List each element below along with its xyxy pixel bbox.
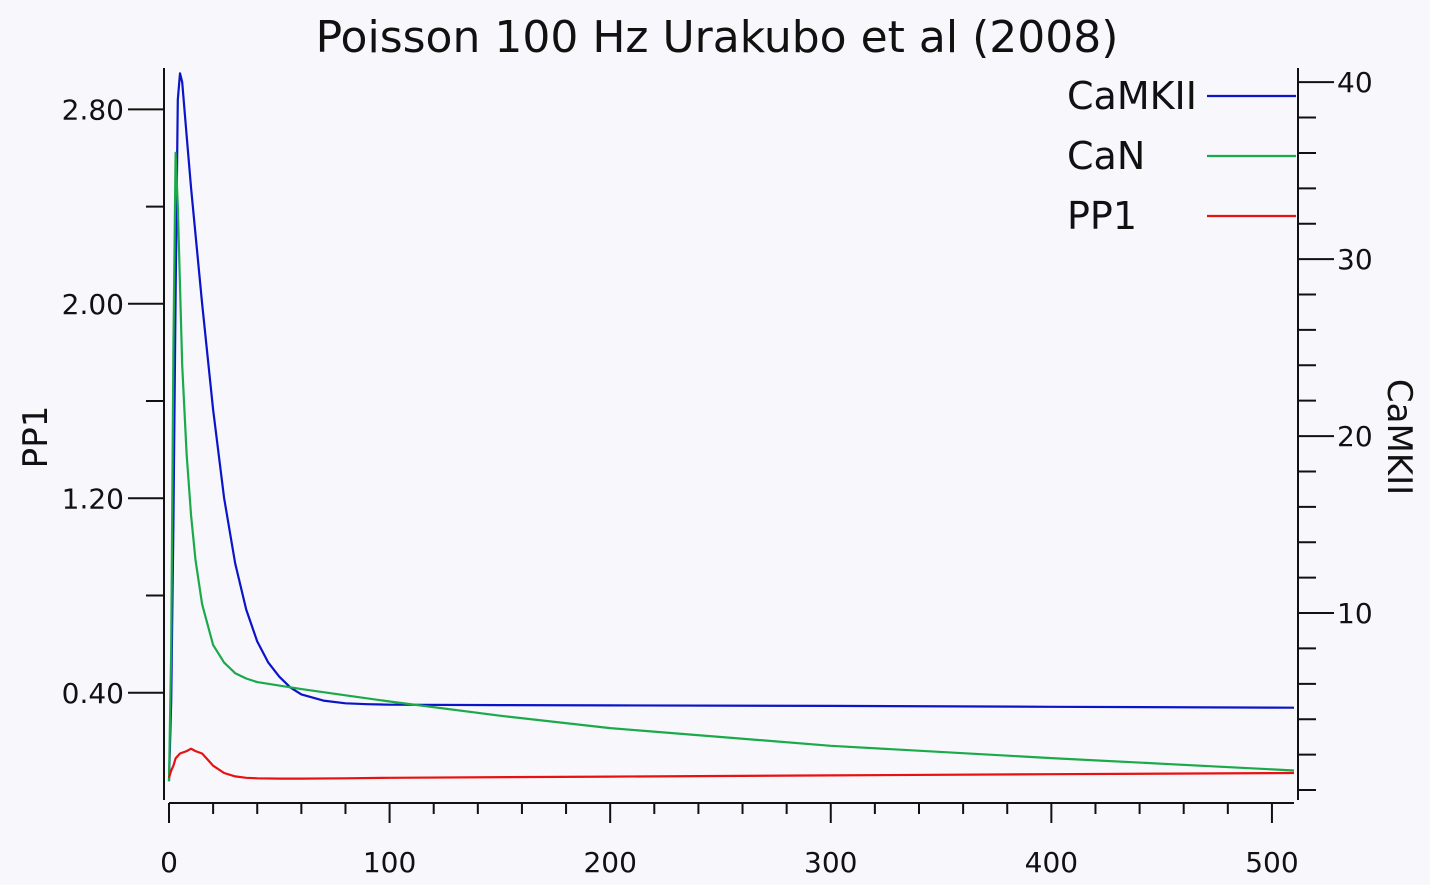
chart-title: Poisson 100 Hz Urakubo et al (2008) [316, 12, 1119, 63]
y-right-tick-label: 40 [1337, 66, 1373, 99]
y-left-tick-label: 0.40 [62, 677, 124, 710]
y-right-tick-label: 20 [1337, 420, 1373, 453]
legend-label-pp1: PP1 [1067, 194, 1137, 238]
y-left-axis-title: PP1 [16, 406, 56, 469]
series-layer [167, 72, 1295, 782]
x-tick-label: 500 [1245, 846, 1298, 879]
ticks-layer: 0 100 200 300 400 500 0.40 1.20 2.00 2.80 10 20 30 40 [62, 66, 1373, 879]
y-left-tick-label: 2.00 [62, 288, 124, 321]
x-tick-label: 300 [804, 846, 857, 879]
series-line-camkii [167, 72, 1295, 782]
y-right-tick-label: 30 [1337, 243, 1373, 276]
x-tick-label: 0 [160, 846, 178, 879]
series-line-pp1 [167, 747, 1295, 780]
series-line-can [167, 151, 1295, 782]
x-tick-label: 200 [583, 846, 636, 879]
legend-label-camkii: CaMKII [1067, 74, 1197, 118]
y-left-tick-label: 2.80 [62, 93, 124, 126]
y-left-tick-label: 1.20 [62, 482, 124, 515]
x-tick-label: 100 [363, 846, 416, 879]
x-tick-label: 400 [1025, 846, 1078, 879]
y-right-tick-label: 10 [1337, 597, 1373, 630]
y-right-axis-title: CaMKII [1379, 379, 1419, 495]
legend: CaMKII CaN PP1 [1067, 74, 1296, 238]
legend-label-can: CaN [1067, 134, 1145, 178]
